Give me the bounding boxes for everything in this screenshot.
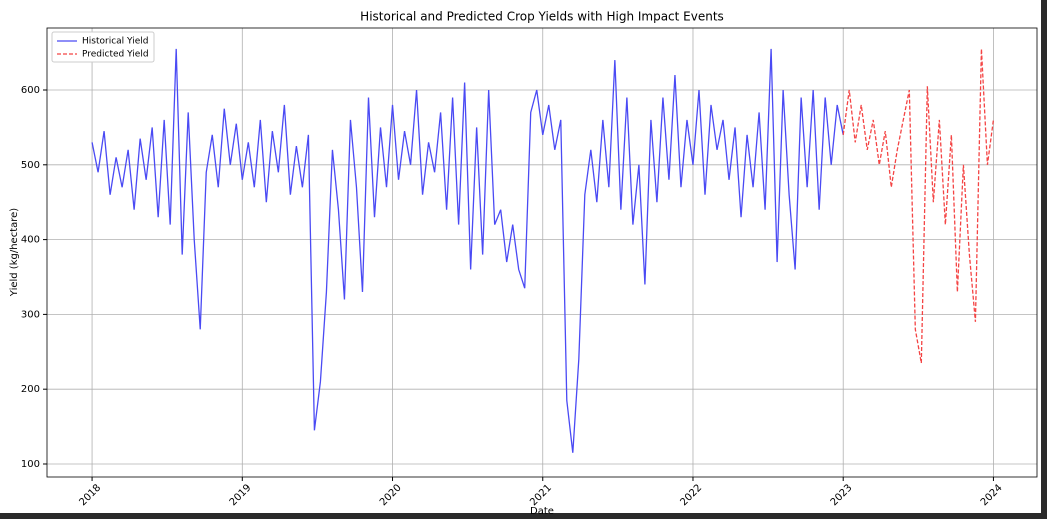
y-tick-label: 400 bbox=[21, 235, 40, 246]
legend-label: Historical Yield bbox=[82, 37, 148, 47]
y-tick-label: 600 bbox=[21, 85, 40, 96]
legend: Historical Yield Predicted Yield bbox=[51, 31, 155, 63]
y-tick-label: 300 bbox=[21, 309, 40, 320]
chart-title: Historical and Predicted Crop Yields wit… bbox=[360, 10, 724, 24]
legend-label: Predicted Yield bbox=[82, 50, 149, 60]
plot-frame bbox=[46, 27, 1038, 478]
y-tick-label: 100 bbox=[21, 459, 40, 470]
series-line bbox=[842, 48, 995, 364]
legend-box bbox=[51, 31, 155, 63]
y-tick-label: 500 bbox=[21, 160, 40, 171]
series-line bbox=[91, 48, 844, 453]
x-axis-label: Date bbox=[530, 506, 554, 517]
y-axis-label: Yield (kg/hectare) bbox=[9, 208, 20, 297]
y-tick-label: 200 bbox=[21, 384, 40, 395]
